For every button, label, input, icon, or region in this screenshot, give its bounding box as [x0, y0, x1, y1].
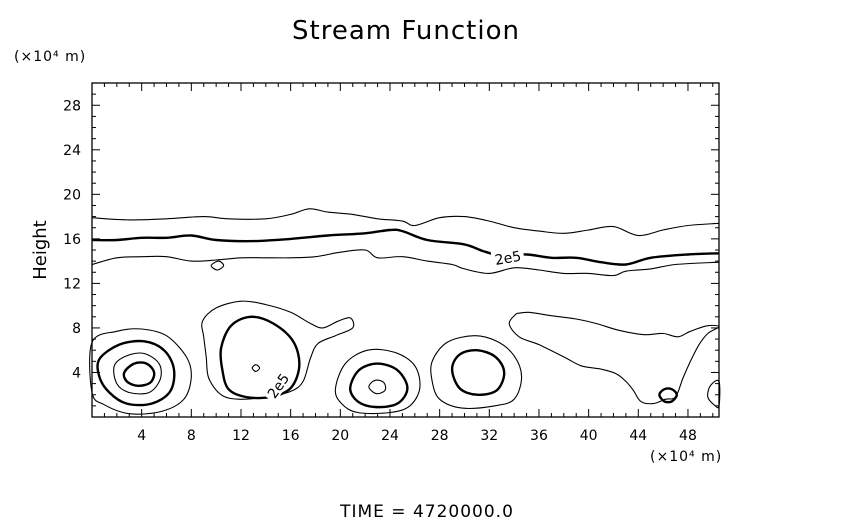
- contour-small-blob-upper: [210, 260, 225, 271]
- contour-lines: [89, 208, 721, 415]
- contour-mid-envelope: [201, 300, 355, 400]
- contour-label-0: 2e5: [494, 249, 523, 269]
- contour-edge-right-small: [707, 379, 721, 409]
- contour-lower-left-outer: [89, 328, 192, 415]
- contour-far-right-envelope: [508, 311, 720, 405]
- contour-mid-left-core: [251, 364, 261, 372]
- contour-label-bg-1: [261, 367, 294, 403]
- y-tick-label-12: 12: [63, 276, 81, 292]
- y-tick-label-28: 28: [63, 98, 81, 114]
- x-unit-label: (×10⁴ m): [650, 449, 722, 465]
- x-tick-label-40: 40: [580, 428, 598, 444]
- y-tick-label-20: 20: [63, 187, 81, 203]
- contour-upper-outer: [91, 208, 720, 237]
- y-tick-label-4: 4: [72, 365, 81, 381]
- contour-mid-right-mid: [349, 362, 409, 409]
- y-axis-label: Height: [30, 220, 51, 280]
- contour-far-right-small: [658, 387, 678, 404]
- x-tick-label-4: 4: [137, 428, 146, 444]
- plot-frame: [91, 82, 720, 418]
- y-tick-label-24: 24: [63, 143, 81, 159]
- contour-right-outer: [430, 335, 523, 409]
- contour-upper-bold-2e5: [91, 228, 720, 266]
- x-tick-label-16: 16: [282, 428, 300, 444]
- x-tick-label-44: 44: [629, 428, 647, 444]
- x-tick-label-12: 12: [232, 428, 250, 444]
- chart-title: Stream Function: [292, 16, 520, 46]
- contour-upper-inner: [91, 249, 720, 277]
- x-tick-label-24: 24: [381, 428, 399, 444]
- contour-mid-right-outer: [334, 348, 421, 415]
- x-tick-label-48: 48: [679, 428, 697, 444]
- contour-lower-left-inner: [113, 352, 162, 395]
- contour-lower-left-mid: [96, 339, 176, 407]
- contour-mid-left-bold-2e5: [219, 315, 301, 400]
- contour-lower-left-core: [122, 361, 156, 388]
- contour-label-group-0: 2e5: [490, 246, 525, 269]
- x-tick-label-8: 8: [187, 428, 196, 444]
- y-tick-label-16: 16: [63, 232, 81, 248]
- x-tick-label-28: 28: [431, 428, 449, 444]
- x-tick-label-32: 32: [480, 428, 498, 444]
- x-tick-label-20: 20: [331, 428, 349, 444]
- contour-label-bg-0: [490, 246, 525, 268]
- y-unit-label: (×10⁴ m): [14, 49, 86, 65]
- time-footer: TIME = 4720000.0: [339, 502, 514, 519]
- contour-right-inner: [450, 348, 506, 396]
- contour-mid-right-inner: [368, 379, 387, 395]
- x-tick-label-36: 36: [530, 428, 548, 444]
- axis-ticks: [92, 83, 719, 417]
- y-tick-label-8: 8: [72, 321, 81, 337]
